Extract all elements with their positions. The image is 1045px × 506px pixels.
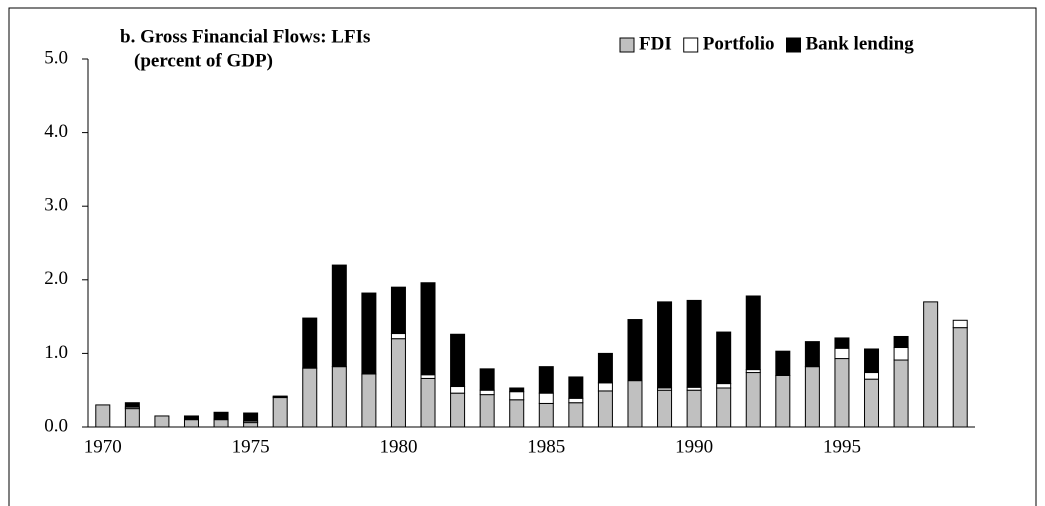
bar-segment (834, 358, 850, 428)
bar-segment (272, 397, 288, 428)
bar-segment (420, 282, 436, 376)
x-tick-label: 1990 (675, 436, 713, 457)
y-tick-label: 0.0 (44, 415, 68, 436)
bar-segment (597, 382, 613, 392)
bar-segment (509, 391, 525, 401)
bar-segment (479, 368, 495, 391)
bar-segment (390, 338, 406, 428)
bar-segment (390, 286, 406, 335)
bar-segment (95, 404, 111, 428)
bar-segment (716, 383, 732, 389)
bar-segment (597, 390, 613, 428)
x-tick-label: 1980 (379, 436, 417, 457)
bar-segment (450, 333, 466, 388)
bar-segment (775, 374, 791, 428)
y-tick-label: 1.0 (44, 342, 68, 363)
bar-segment (952, 327, 968, 428)
bar-segment (243, 422, 259, 428)
bar-segment (686, 389, 702, 428)
bar-segment (302, 367, 318, 428)
bar-segment (538, 392, 554, 404)
bar-segment (183, 419, 199, 428)
bar-segment (331, 366, 347, 428)
bar-segment (864, 348, 880, 374)
bar-segment (657, 301, 673, 389)
bar-segment (864, 372, 880, 380)
bar-segment (745, 372, 761, 428)
bar-segment (686, 299, 702, 388)
bar-segment (538, 402, 554, 428)
bar-segment (450, 392, 466, 428)
bar-segment (243, 412, 259, 422)
bar-segment (775, 350, 791, 376)
x-tick-label: 1985 (527, 436, 565, 457)
bar-segment (627, 319, 643, 382)
bar-segment (124, 408, 140, 428)
chart-title: b. Gross Financial Flows: LFIs (120, 26, 370, 47)
bar-segment (509, 399, 525, 428)
bar-segment (893, 359, 909, 428)
bar-segment (183, 415, 199, 420)
legend-label: Portfolio (703, 33, 775, 54)
legend-label: FDI (639, 33, 672, 54)
legend-swatch (786, 37, 801, 53)
y-tick-label: 5.0 (44, 47, 68, 68)
y-tick-label: 4.0 (44, 121, 68, 142)
bar-segment (361, 373, 377, 428)
bar-segment (804, 366, 820, 428)
y-tick-label: 2.0 (44, 268, 68, 289)
bar-segment (597, 352, 613, 384)
bar-segment (479, 389, 495, 396)
x-tick-label: 1975 (232, 436, 270, 457)
chart-subtitle: (percent of GDP) (134, 50, 273, 71)
bar-segment (657, 389, 673, 428)
bar-segment (952, 319, 968, 329)
legend-swatch (683, 37, 699, 53)
bar-segment (331, 264, 347, 368)
bar-segment (154, 415, 170, 428)
bar-segment (390, 333, 406, 340)
legend-label: Bank lending (806, 33, 915, 54)
bar-segment (479, 394, 495, 428)
bar-segment (834, 337, 850, 349)
bar-segment (923, 301, 939, 428)
bar-segment (124, 402, 140, 408)
bar-segment (272, 395, 288, 398)
bar-segment (864, 378, 880, 428)
frame (8, 7, 1037, 506)
bar-segment (745, 295, 761, 371)
bar-segment (568, 376, 584, 399)
x-tick-label: 1995 (823, 436, 861, 457)
bar-segment (509, 387, 525, 393)
bar-segment (716, 387, 732, 428)
legend-swatch (619, 37, 635, 53)
bar-segment (716, 331, 732, 385)
bar-segment (420, 377, 436, 428)
bar-segment (893, 347, 909, 361)
bar-segment (568, 402, 584, 428)
bar-segment (538, 366, 554, 394)
bar-segment (568, 397, 584, 404)
bar-segment (834, 347, 850, 360)
bar-segment (213, 411, 229, 420)
x-tick-label: 1970 (84, 436, 122, 457)
bar-segment (302, 317, 318, 369)
bar-segment (804, 341, 820, 368)
bar-segment (893, 335, 909, 349)
bar-segment (420, 374, 436, 379)
y-tick-label: 3.0 (44, 195, 68, 216)
bar-segment (450, 386, 466, 394)
bar-segment (213, 419, 229, 428)
bar-segment (627, 380, 643, 428)
bar-segment (361, 292, 377, 375)
